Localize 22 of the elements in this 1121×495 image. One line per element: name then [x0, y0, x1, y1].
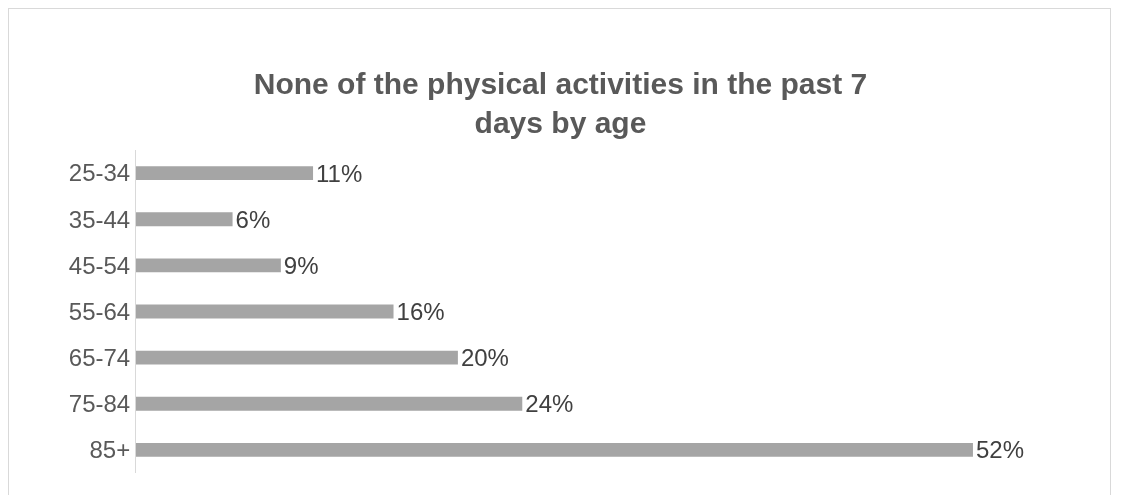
data-label: 20% [460, 344, 509, 372]
y-tick-label: 85+ [89, 436, 131, 464]
y-tick-label: 65-74 [68, 344, 131, 372]
chart-title: None of the physical activities in the past 7 days by age [253, 67, 868, 140]
bar [136, 258, 281, 273]
bar [136, 166, 314, 180]
y-tick-label: 35-44 [68, 205, 131, 233]
data-label: 6% [235, 205, 271, 233]
y-tick-label: 25-34 [68, 159, 131, 187]
y-tick-label: 45-54 [68, 251, 131, 279]
data-label: 16% [396, 298, 445, 325]
bar [136, 396, 523, 411]
data-label: 52% [975, 436, 1024, 464]
data-label: 9% [283, 251, 319, 279]
bar [136, 350, 458, 365]
data-label: 24% [525, 390, 574, 418]
y-tick-label: 55-64 [68, 297, 131, 325]
bar [136, 212, 233, 227]
data-label: 11% [316, 159, 363, 187]
bar [136, 443, 973, 457]
y-tick-label: 75-84 [68, 390, 131, 418]
bar [136, 304, 394, 319]
